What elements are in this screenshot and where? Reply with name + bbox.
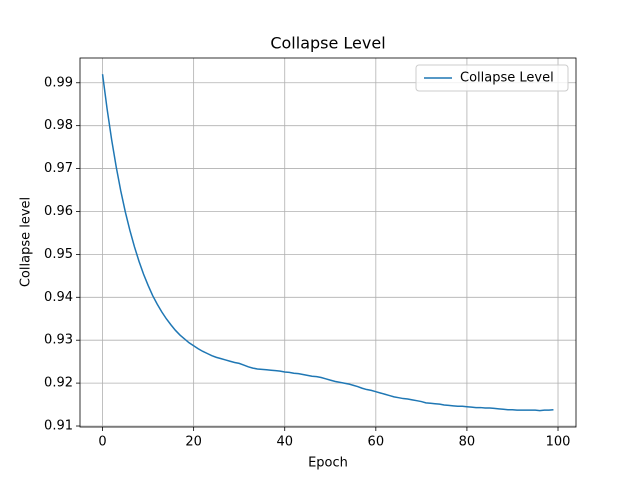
x-tick-label: 0	[98, 435, 106, 450]
y-tick-label: 0.99	[44, 75, 73, 90]
y-tick-label: 0.98	[44, 118, 73, 133]
y-tick-label: 0.91	[44, 419, 73, 434]
x-axis-label: Epoch	[308, 456, 348, 471]
x-tick-label: 80	[459, 435, 476, 450]
legend-box	[415, 64, 569, 92]
chart-title: Collapse Level	[270, 34, 385, 53]
y-tick-label: 0.96	[44, 204, 73, 219]
data-line	[101, 74, 554, 412]
x-tick-label: 60	[368, 435, 385, 450]
plot-frame	[79, 57, 577, 428]
legend-label: Collapse Level	[460, 71, 554, 86]
x-tick-label: 20	[185, 435, 202, 450]
y-tick-label: 0.93	[44, 333, 73, 348]
y-tick-label: 0.94	[44, 290, 73, 305]
y-axis-label: Collapse level	[19, 197, 34, 287]
legend: Collapse Level	[415, 64, 569, 92]
x-tick-label: 40	[276, 435, 293, 450]
y-tick-label: 0.95	[44, 247, 73, 262]
x-tick-label: 100	[546, 435, 571, 450]
y-tick-label: 0.92	[44, 376, 73, 391]
y-tick-label: 0.97	[44, 161, 73, 176]
